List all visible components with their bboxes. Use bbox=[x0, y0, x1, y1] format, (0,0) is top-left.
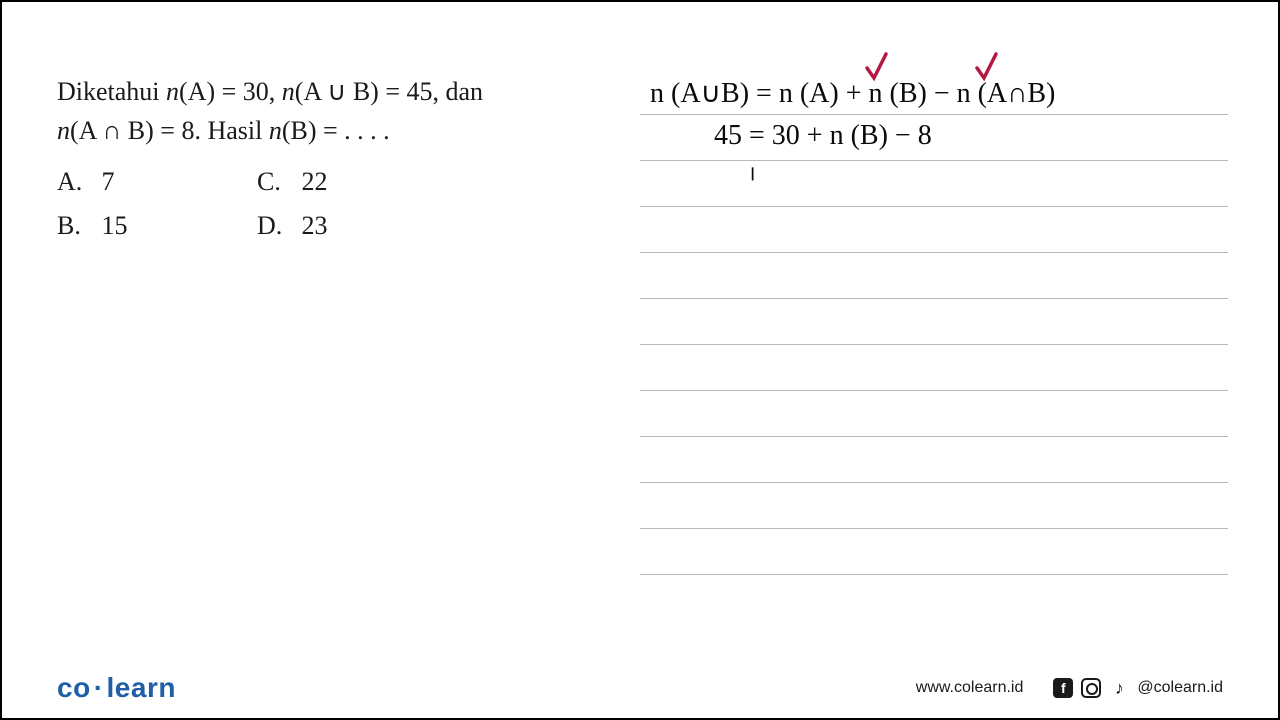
brand-logo: co·learn bbox=[57, 672, 176, 704]
option-c-letter: C. bbox=[257, 160, 295, 204]
question-naib-var: n bbox=[57, 116, 70, 145]
options-col-left: A. 7 B. 15 bbox=[57, 160, 257, 248]
paper-line bbox=[640, 436, 1228, 437]
option-a: A. 7 bbox=[57, 160, 257, 204]
option-b-value: 15 bbox=[102, 211, 128, 240]
paper-line bbox=[640, 528, 1228, 529]
social-links: f ♪ @colearn.id bbox=[1053, 678, 1223, 698]
logo-dot-icon: · bbox=[94, 672, 104, 703]
paper-line bbox=[640, 206, 1228, 207]
handwriting-line2: 45 = 30 + n (B) − 8 bbox=[714, 120, 932, 152]
paper-line bbox=[640, 114, 1228, 115]
content-area: Diketahui n(A) = 30, n(A ∪ B) = 45, dan … bbox=[2, 2, 1278, 658]
option-c: C. 22 bbox=[257, 160, 457, 204]
question-text: Diketahui n(A) = 30, n(A ∪ B) = 45, dan … bbox=[57, 72, 610, 150]
option-b: B. 15 bbox=[57, 204, 257, 248]
paper-line bbox=[640, 160, 1228, 161]
question-naub-arg: (A ∪ B) = 45, dan bbox=[295, 77, 483, 106]
handwriting-line1: n (A∪B) = n (A) + n (B) − n (A∩B) bbox=[650, 76, 1055, 110]
option-d-letter: D. bbox=[257, 204, 295, 248]
logo-part1: co bbox=[57, 672, 91, 703]
question-na-var: n bbox=[166, 77, 179, 106]
lined-paper: n (A∪B) = n (A) + n (B) − n (A∩B) 45 = 3… bbox=[640, 52, 1228, 628]
paper-line bbox=[640, 482, 1228, 483]
question-na-arg: (A) = 30, bbox=[179, 77, 282, 106]
working-panel: n (A∪B) = n (A) + n (B) − n (A∩B) 45 = 3… bbox=[640, 2, 1278, 658]
paper-line bbox=[640, 390, 1228, 391]
question-naib-arg: (A ∩ B) = 8. Hasil bbox=[70, 116, 269, 145]
handwriting-mark: ╵ bbox=[746, 168, 759, 194]
facebook-icon[interactable]: f bbox=[1053, 678, 1073, 698]
option-d-value: 23 bbox=[302, 211, 328, 240]
paper-line bbox=[640, 574, 1228, 575]
footer-right: www.colearn.id f ♪ @colearn.id bbox=[916, 678, 1223, 698]
option-c-value: 22 bbox=[302, 167, 328, 196]
question-nb-arg: (B) = . . . . bbox=[282, 116, 390, 145]
option-b-letter: B. bbox=[57, 204, 95, 248]
question-nb-var: n bbox=[269, 116, 282, 145]
question-naub-var: n bbox=[282, 77, 295, 106]
logo-part2: learn bbox=[107, 672, 176, 703]
option-a-value: 7 bbox=[102, 167, 115, 196]
footer: co·learn www.colearn.id f ♪ @colearn.id bbox=[2, 658, 1278, 718]
instagram-icon[interactable] bbox=[1081, 678, 1101, 698]
options-grid: A. 7 B. 15 C. 22 D. 23 bbox=[57, 160, 610, 248]
social-handle: @colearn.id bbox=[1137, 679, 1223, 697]
question-panel: Diketahui n(A) = 30, n(A ∪ B) = 45, dan … bbox=[2, 2, 640, 658]
option-d: D. 23 bbox=[257, 204, 457, 248]
paper-line bbox=[640, 344, 1228, 345]
option-a-letter: A. bbox=[57, 160, 95, 204]
options-col-right: C. 22 D. 23 bbox=[257, 160, 457, 248]
paper-line bbox=[640, 298, 1228, 299]
paper-line bbox=[640, 252, 1228, 253]
website-link[interactable]: www.colearn.id bbox=[916, 679, 1024, 697]
question-line1-part1: Diketahui bbox=[57, 77, 166, 106]
tiktok-icon[interactable]: ♪ bbox=[1109, 678, 1129, 698]
